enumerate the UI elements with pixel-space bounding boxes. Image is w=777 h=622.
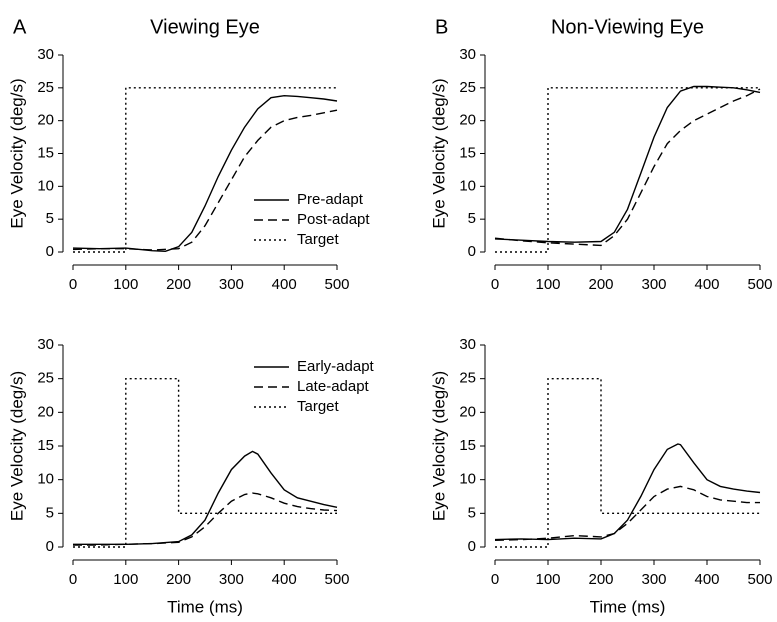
x-axis-label: Time (ms) — [590, 597, 666, 616]
x-tick-label: 0 — [491, 571, 499, 588]
y-tick-label: 30 — [37, 336, 54, 353]
legend-label: Early-adapt — [297, 358, 375, 375]
panel-label: B — [435, 16, 448, 38]
y-axis-label: Eye Velocity (deg/s) — [429, 78, 448, 228]
y-tick-label: 15 — [37, 144, 54, 161]
legend-label: Late-adapt — [297, 378, 370, 395]
x-tick-label: 500 — [747, 571, 772, 588]
y-tick-label: 0 — [46, 538, 54, 555]
y-axis-label: Eye Velocity (deg/s) — [7, 371, 26, 521]
x-tick-label: 400 — [272, 571, 297, 588]
series-line — [72, 109, 338, 251]
y-tick-label: 25 — [37, 79, 54, 96]
x-tick-label: 0 — [69, 276, 77, 293]
y-tick-label: 30 — [37, 46, 54, 63]
x-tick-label: 300 — [219, 571, 244, 588]
x-tick-label: 400 — [694, 571, 719, 588]
x-tick-label: 200 — [588, 276, 613, 293]
y-tick-label: 0 — [468, 243, 476, 260]
series-line — [73, 450, 338, 545]
y-tick-label: 20 — [459, 112, 476, 129]
series-line — [495, 87, 760, 253]
x-tick-label: 100 — [113, 276, 138, 293]
y-tick-label: 25 — [37, 370, 54, 387]
x-tick-label: 100 — [113, 571, 138, 588]
legend-label: Pre-adapt — [297, 191, 364, 208]
series-line — [73, 492, 338, 546]
y-tick-label: 5 — [46, 210, 54, 227]
y-tick-label: 15 — [459, 437, 476, 454]
series-line — [495, 378, 760, 548]
series-line — [494, 88, 761, 247]
y-tick-label: 30 — [459, 336, 476, 353]
y-tick-label: 5 — [468, 210, 476, 227]
x-tick-label: 0 — [491, 276, 499, 293]
y-tick-label: 5 — [468, 504, 476, 521]
y-tick-label: 20 — [37, 403, 54, 420]
legend-label: Post-adapt — [297, 211, 370, 228]
series-line — [494, 443, 761, 541]
chart-title: Non-Viewing Eye — [551, 16, 704, 38]
y-tick-label: 25 — [459, 79, 476, 96]
x-tick-label: 300 — [641, 571, 666, 588]
series-line — [494, 485, 760, 541]
y-tick-label: 15 — [459, 144, 476, 161]
y-tick-label: 25 — [459, 370, 476, 387]
x-tick-label: 400 — [272, 276, 297, 293]
y-axis-label: Eye Velocity (deg/s) — [429, 371, 448, 521]
y-tick-label: 30 — [459, 46, 476, 63]
x-tick-label: 500 — [747, 276, 772, 293]
y-tick-label: 0 — [46, 243, 54, 260]
x-tick-label: 100 — [535, 571, 560, 588]
x-tick-label: 200 — [166, 571, 191, 588]
x-tick-label: 300 — [641, 276, 666, 293]
legend-label: Target — [297, 231, 340, 248]
x-tick-label: 400 — [694, 276, 719, 293]
x-tick-label: 200 — [588, 571, 613, 588]
legend-label: Target — [297, 398, 340, 415]
x-tick-label: 300 — [219, 276, 244, 293]
x-tick-label: 100 — [535, 276, 560, 293]
y-tick-label: 10 — [459, 471, 476, 488]
x-tick-label: 200 — [166, 276, 191, 293]
y-tick-label: 10 — [37, 177, 54, 194]
y-tick-label: 20 — [459, 403, 476, 420]
y-tick-label: 10 — [459, 177, 476, 194]
y-tick-label: 5 — [46, 504, 54, 521]
y-tick-label: 20 — [37, 112, 54, 129]
x-axis-label: Time (ms) — [167, 597, 243, 616]
x-tick-label: 500 — [324, 571, 349, 588]
x-tick-label: 0 — [69, 571, 77, 588]
y-tick-label: 10 — [37, 471, 54, 488]
y-tick-label: 15 — [37, 437, 54, 454]
panel-label: A — [13, 16, 27, 38]
series-line — [73, 87, 337, 253]
x-tick-label: 500 — [324, 276, 349, 293]
y-tick-label: 0 — [468, 538, 476, 555]
y-axis-label: Eye Velocity (deg/s) — [7, 78, 26, 228]
chart-title: Viewing Eye — [150, 16, 260, 38]
series-line — [494, 85, 761, 243]
